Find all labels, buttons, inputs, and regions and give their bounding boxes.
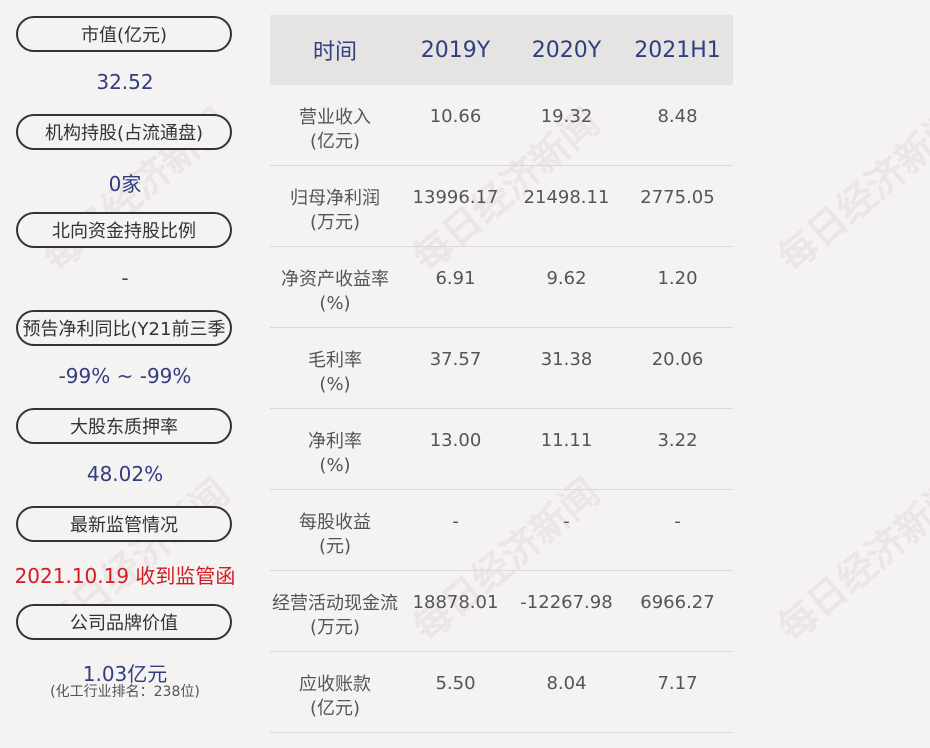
market-cap-label: 市值(亿元) [16, 16, 232, 52]
table-row: 应收账款 (亿元) 5.50 8.04 7.17 [270, 652, 733, 733]
financial-table: 时间 2019Y 2020Y 2021H1 营业收入 (亿元) 10.66 19.… [270, 15, 733, 733]
table-cell: 13996.17 [412, 187, 499, 208]
table-cell: 8.04 [546, 673, 587, 694]
table-cell: 8.48 [657, 106, 698, 127]
table-cell: 21498.11 [523, 187, 610, 208]
header-2020: 2020Y [531, 37, 602, 63]
table-cell: 6966.27 [640, 592, 715, 613]
table-row: 归母净利润 (万元) 13996.17 21498.11 2775.05 [270, 166, 733, 247]
table-cell: 10.66 [429, 106, 482, 127]
pledge-ratio-value: 48.02% [86, 462, 164, 486]
market-cap-value: 32.52 [96, 70, 154, 94]
table-header: 时间 2019Y 2020Y 2021H1 [270, 15, 733, 85]
table-cell: 5.50 [435, 673, 476, 694]
row-label: 净利率 (%) [308, 431, 362, 476]
northbound-ratio-label: 北向资金持股比例 [16, 212, 232, 248]
table-cell: 20.06 [651, 349, 704, 370]
watermark: 每日经济新闻 [769, 470, 930, 651]
table-cell: 9.62 [546, 268, 587, 289]
brand-rank-note: (化工行业排名：238位) [50, 684, 200, 700]
header-period: 时间 [312, 40, 357, 65]
row-label: 毛利率 (%) [308, 350, 362, 395]
table-cell: - [674, 511, 681, 532]
table-cell: 31.38 [540, 349, 593, 370]
table-row: 毛利率 (%) 37.57 31.38 20.06 [270, 328, 733, 409]
row-label: 每股收益 (元) [299, 512, 371, 557]
table-cell: 37.57 [429, 349, 482, 370]
table-cell: 3.22 [657, 430, 698, 451]
table-cell: 6.91 [435, 268, 476, 289]
profit-forecast-label: 预告净利同比(Y21前三季 [16, 310, 232, 346]
table-cell: 13.00 [429, 430, 482, 451]
brand-value-label: 公司品牌价值 [16, 604, 232, 640]
table-row: 经营活动现金流 (万元) 18878.01 -12267.98 6966.27 [270, 571, 733, 652]
row-label: 应收账款 (亿元) [299, 674, 371, 719]
table-row: 净资产收益率 (%) 6.91 9.62 1.20 [270, 247, 733, 328]
table-row: 每股收益 (元) - - - [270, 490, 733, 571]
row-label: 营业收入 (亿元) [299, 107, 371, 152]
watermark: 每日经济新闻 [769, 100, 930, 281]
regulation-status-value: 2021.10.19 收到监管函 [14, 564, 236, 588]
header-2021h1: 2021H1 [634, 37, 721, 63]
table-cell: 11.11 [540, 430, 593, 451]
table-cell: 7.17 [657, 673, 698, 694]
profit-forecast-value: -99% ~ -99% [58, 364, 192, 388]
table-cell: -12267.98 [520, 592, 613, 613]
northbound-ratio-value: - [121, 266, 129, 290]
institution-holding-label: 机构持股(占流通盘) [16, 114, 232, 150]
table-cell: - [452, 511, 459, 532]
regulation-status-label: 最新监管情况 [16, 506, 232, 542]
row-label: 归母净利润 (万元) [290, 188, 380, 233]
row-label: 净资产收益率 (%) [281, 269, 389, 314]
brand-value-value: 1.03亿元 [82, 662, 168, 686]
table-cell: - [563, 511, 570, 532]
table-row: 营业收入 (亿元) 10.66 19.32 8.48 [270, 85, 733, 166]
table-cell: 18878.01 [412, 592, 499, 613]
institution-holding-value: 0家 [108, 172, 142, 196]
row-label: 经营活动现金流 (万元) [272, 593, 398, 638]
header-2019: 2019Y [420, 37, 491, 63]
table-cell: 1.20 [657, 268, 698, 289]
pledge-ratio-label: 大股东质押率 [16, 408, 232, 444]
table-cell: 19.32 [540, 106, 593, 127]
table-row: 净利率 (%) 13.00 11.11 3.22 [270, 409, 733, 490]
table-cell: 2775.05 [640, 187, 715, 208]
